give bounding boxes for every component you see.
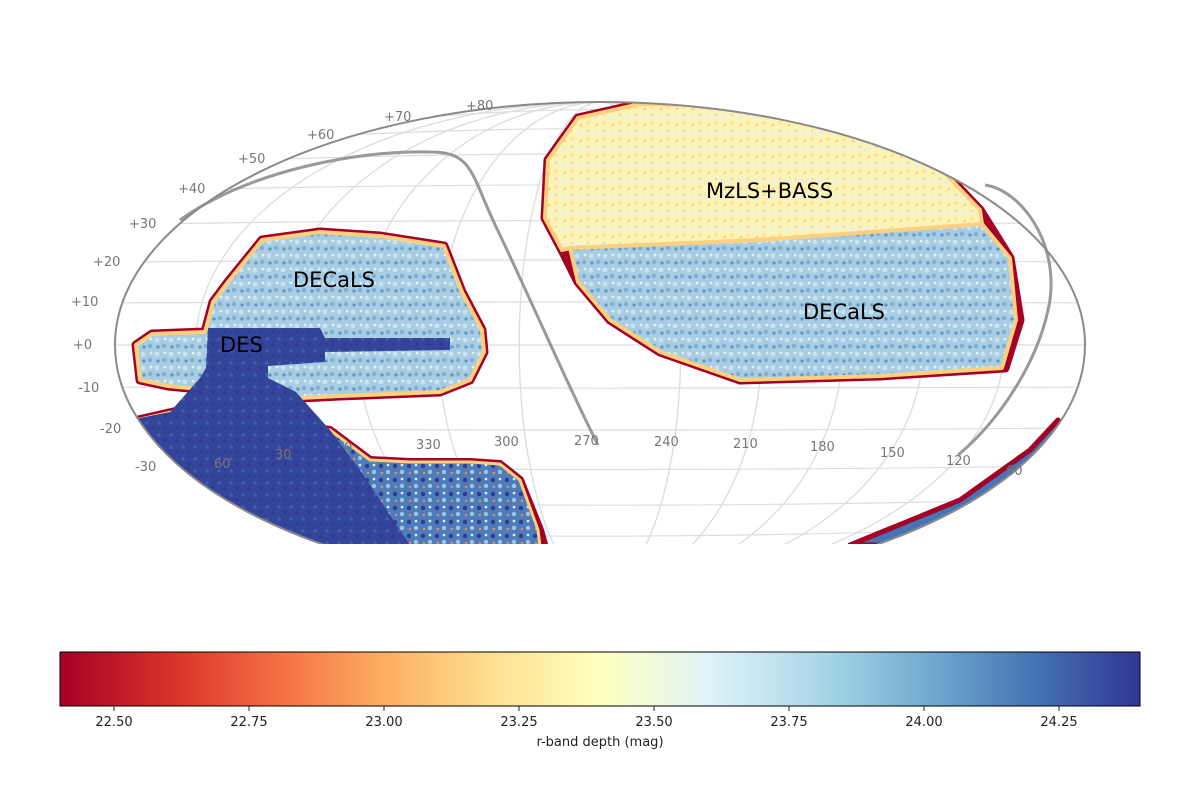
galactic-plane-line-east bbox=[957, 183, 1053, 457]
ra-tick: 210 bbox=[733, 437, 758, 452]
label-decals-west: DECaLS bbox=[293, 268, 375, 292]
ra-tick: 0 bbox=[344, 441, 352, 456]
galactic-plane-line bbox=[179, 150, 600, 446]
colorbar-tick-label: 22.75 bbox=[230, 715, 267, 730]
dec-tick: -30 bbox=[135, 460, 156, 475]
southeast-strip bbox=[847, 417, 1065, 544]
decals-west-fill bbox=[134, 230, 486, 400]
dec-tick: +0 bbox=[73, 338, 92, 353]
dec-tick: +50 bbox=[238, 152, 265, 167]
dec-tick: +40 bbox=[178, 182, 205, 197]
colorbar-tick-label: 22.50 bbox=[95, 715, 132, 730]
ra-tick: 240 bbox=[654, 435, 679, 450]
ra-tick: 60 bbox=[1006, 464, 1023, 479]
ra-tick: 180 bbox=[810, 440, 835, 455]
ra-tick: 150 bbox=[880, 446, 905, 461]
map-boundary bbox=[114, 101, 1086, 544]
parallel-line bbox=[358, 555, 843, 560]
ra-tick-labels: 330 300 270 240 210 180 150 120 60 30 0 … bbox=[214, 434, 1023, 479]
dec-tick: +10 bbox=[71, 295, 98, 310]
colorbar-tick-label: 23.25 bbox=[500, 715, 537, 730]
colorbar-tick-label: 23.75 bbox=[770, 715, 807, 730]
ra-tick: 330 bbox=[416, 438, 441, 453]
label-des: DES bbox=[220, 333, 263, 357]
label-mzls-bass: MzLS+BASS bbox=[706, 179, 833, 203]
ra-tick: 300 bbox=[494, 435, 519, 450]
dec-tick: -20 bbox=[100, 422, 121, 437]
survey-footprints bbox=[126, 102, 1065, 544]
sky-map: +80 +70 +60 +50 +40 +30 +20 +10 +0 -10 -… bbox=[71, 99, 1086, 560]
ra-tick: 270 bbox=[574, 434, 599, 449]
dec-tick: +80 bbox=[466, 99, 493, 114]
colorbar-label: r-band depth (mag) bbox=[536, 735, 663, 750]
dec-tick: +20 bbox=[93, 255, 120, 270]
dec-tick: +30 bbox=[129, 217, 156, 232]
ra-tick: 120 bbox=[946, 454, 971, 469]
dec-tick-labels: +80 +70 +60 +50 +40 +30 +20 +10 +0 -10 -… bbox=[71, 99, 493, 475]
colorbar-tick-label: 23.50 bbox=[635, 715, 672, 730]
dec-tick: +70 bbox=[384, 110, 411, 125]
ra-tick: 30 bbox=[275, 448, 292, 463]
label-decals-east: DECaLS bbox=[803, 300, 885, 324]
colorbar-tick-label: 24.00 bbox=[905, 715, 942, 730]
colorbar-tick-label: 24.25 bbox=[1040, 715, 1077, 730]
dec-tick: -10 bbox=[78, 381, 99, 396]
ra-tick: 60 bbox=[214, 457, 231, 472]
colorbar-ticks: 22.50 22.75 23.00 23.25 23.50 23.75 24.00 24.25 bbox=[95, 706, 1078, 730]
decals-east-footprint bbox=[568, 222, 1018, 382]
colorbar-tick-label: 23.00 bbox=[365, 715, 402, 730]
dec-tick: +60 bbox=[307, 128, 334, 143]
colorbar-gradient bbox=[59, 651, 1141, 707]
